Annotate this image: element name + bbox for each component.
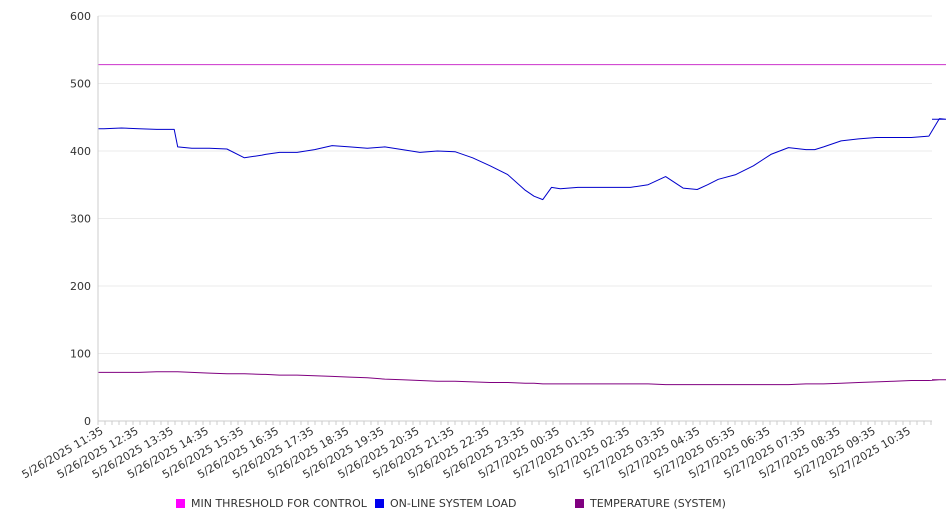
x-axis-ticks: 5/26/2025 11:355/26/2025 12:355/26/2025 … (20, 421, 932, 481)
y-tick-label: 200 (70, 280, 91, 293)
y-axis-ticks: 0 100 200 300 400 500 600 (70, 10, 91, 428)
y-tick-label: 500 (70, 78, 91, 91)
legend-item-temperature: TEMPERATURE (SYSTEM) (575, 497, 726, 510)
series-line-2 (98, 371, 946, 386)
series-lines (98, 64, 946, 386)
legend-swatch-magenta (176, 499, 185, 508)
y-tick-label: 600 (70, 10, 91, 23)
legend-swatch-purple (575, 499, 584, 508)
series-line-1 (98, 118, 946, 201)
legend-item-min-threshold: MIN THRESHOLD FOR CONTROL (176, 497, 367, 510)
legend-item-system-load: ON-LINE SYSTEM LOAD (375, 497, 516, 510)
legend-label: ON-LINE SYSTEM LOAD (390, 497, 517, 510)
grid-lines (98, 15, 932, 422)
y-tick-label: 400 (70, 145, 91, 158)
legend-swatch-blue (375, 499, 384, 508)
legend-label: TEMPERATURE (SYSTEM) (590, 497, 726, 510)
legend-label: MIN THRESHOLD FOR CONTROL (191, 497, 367, 510)
y-tick-label: 0 (84, 415, 91, 428)
y-tick-label: 100 (70, 348, 91, 361)
legend: MIN THRESHOLD FOR CONTROL ON-LINE SYSTEM… (0, 497, 946, 515)
y-tick-label: 300 (70, 213, 91, 226)
